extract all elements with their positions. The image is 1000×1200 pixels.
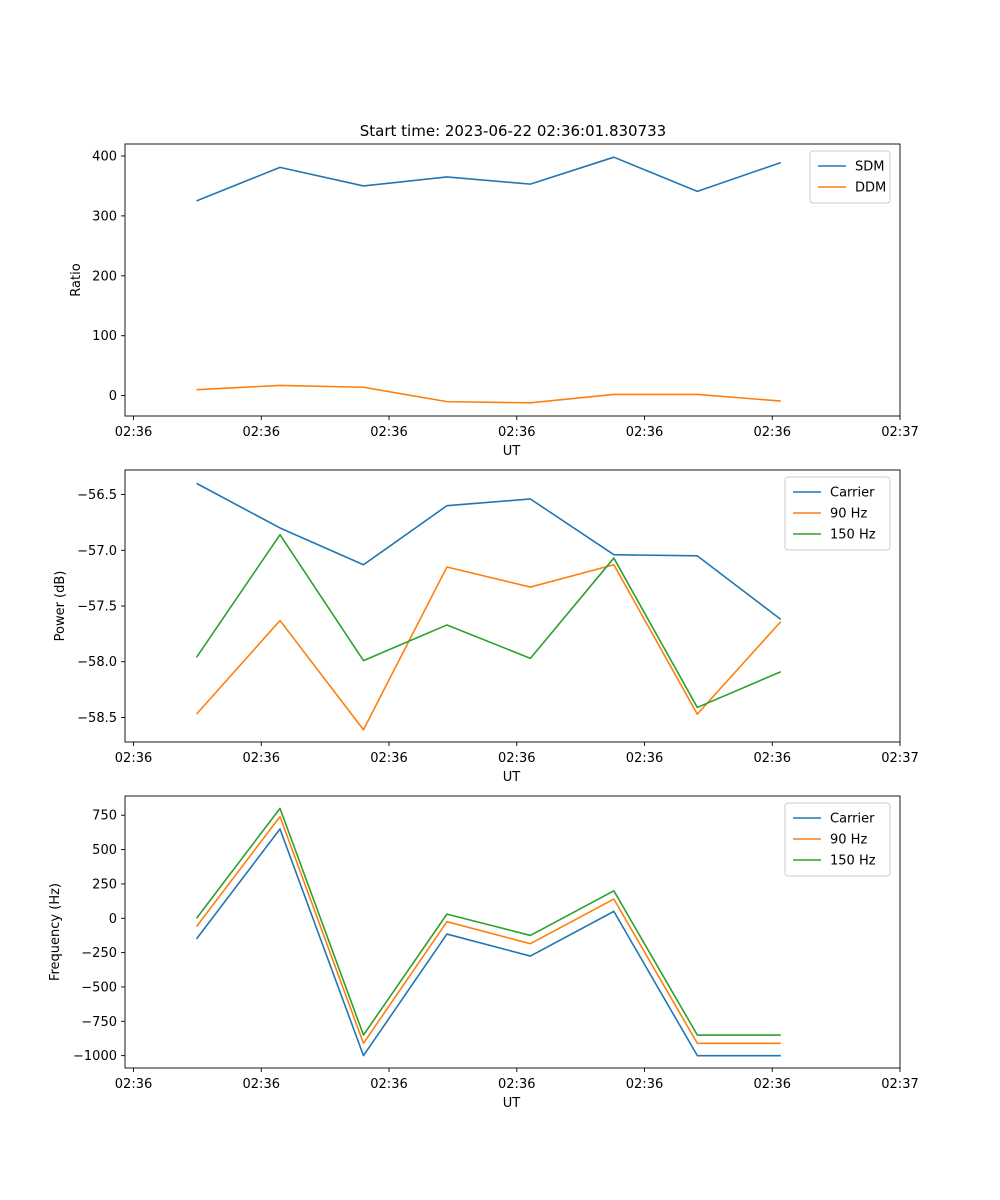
legend-entry: 150 Hz [830, 528, 876, 543]
series-line-150-hz [195, 533, 782, 709]
y-tick-label: −56.5 [77, 488, 117, 503]
x-tick-label: 02:37 [881, 1077, 918, 1092]
x-tick-label: 02:37 [881, 425, 918, 440]
series-line-carrier [196, 482, 782, 621]
x-tick-label: 02:36 [498, 751, 535, 766]
chart-panel-3: −1000 −750 −500 −250 0 250 500 750 02:36 02:36 02:… [48, 795, 919, 1111]
y-axis-label: Ratio [69, 263, 84, 296]
legend-box [784, 476, 891, 551]
legend-entry: 150 Hz [830, 854, 876, 869]
x-tick-label: 02:36 [115, 425, 152, 440]
y-tick-label: −57.5 [77, 600, 117, 615]
x-axis-label: UT [503, 770, 521, 785]
legend-entry: DDM [855, 181, 886, 196]
y-tick-label: 750 [92, 809, 117, 824]
legend-box [809, 150, 891, 204]
plot-frame [124, 795, 901, 1069]
y-tick-label: 200 [92, 269, 117, 284]
figure-title: Start time: 2023-06-22 02:36:01.830733 [360, 122, 666, 140]
y-tick-label: 300 [92, 209, 117, 224]
legend-entry: 90 Hz [830, 507, 867, 522]
series-line-90-hz [195, 815, 781, 1045]
series-line-sdm [196, 156, 782, 202]
legend: SDM DDM [809, 150, 891, 204]
y-tick-label: −250 [81, 946, 117, 961]
x-tick-label: 02:36 [370, 751, 407, 766]
y-axis-label: Power (dB) [53, 571, 68, 642]
x-tick-label: 02:37 [881, 751, 918, 766]
y-tick-label: −58.0 [77, 655, 117, 670]
y-tick-label: 0 [109, 389, 117, 404]
x-axis-label: UT [503, 444, 521, 459]
x-tick-label: 02:36 [754, 425, 791, 440]
x-tick-label: 02:36 [115, 1077, 152, 1092]
legend: Carrier 90 Hz 150 Hz [784, 476, 891, 551]
y-tick-label: −58.5 [77, 711, 117, 726]
chart-panel-2: −58.5 −58.0 −57.5 −57.0 −56.5 02:36 02:36 02:36… [53, 469, 919, 785]
x-tick-label: 02:36 [243, 425, 280, 440]
series-line-150-hz [195, 807, 781, 1036]
x-tick-label: 02:36 [243, 751, 280, 766]
y-tick-label: 100 [92, 329, 117, 344]
legend-entry: SDM [855, 160, 884, 175]
x-tick-label: 02:36 [370, 1077, 407, 1092]
x-tick-label: 02:36 [370, 425, 407, 440]
x-tick-label: 02:36 [498, 1077, 535, 1092]
x-tick-label: 02:36 [754, 751, 791, 766]
x-tick-label: 02:36 [626, 425, 663, 440]
legend-entry: 90 Hz [830, 833, 867, 848]
y-tick-label: 500 [92, 843, 117, 858]
y-tick-label: −1000 [73, 1049, 117, 1064]
y-tick-label: 400 [92, 149, 117, 164]
series-line-90-hz [195, 563, 782, 731]
x-tick-label: 02:36 [626, 751, 663, 766]
legend-entry: Carrier [830, 486, 875, 501]
x-tick-label: 02:36 [243, 1077, 280, 1092]
x-tick-label: 02:36 [498, 425, 535, 440]
y-tick-label: −500 [81, 980, 117, 995]
legend: Carrier 90 Hz 150 Hz [784, 802, 891, 877]
x-tick-label: 02:36 [626, 1077, 663, 1092]
y-tick-label: 0 [109, 912, 117, 927]
legend-box [784, 802, 891, 877]
x-tick-label: 02:36 [115, 751, 152, 766]
y-tick-label: −57.0 [77, 544, 117, 559]
y-tick-label: 250 [92, 877, 117, 892]
x-axis-label: UT [503, 1096, 521, 1111]
plot-frame [124, 143, 901, 417]
chart-panel-1: 0 100 200 300 400 02:36 02:36 02:36 02:36 02:36 02… [69, 143, 919, 459]
series-line-ddm [196, 384, 781, 404]
y-axis-label: Frequency (Hz) [48, 883, 63, 981]
legend-entry: Carrier [830, 812, 875, 827]
x-tick-label: 02:36 [754, 1077, 791, 1092]
series-line-carrier [195, 828, 781, 1057]
y-tick-label: −750 [81, 1015, 117, 1030]
